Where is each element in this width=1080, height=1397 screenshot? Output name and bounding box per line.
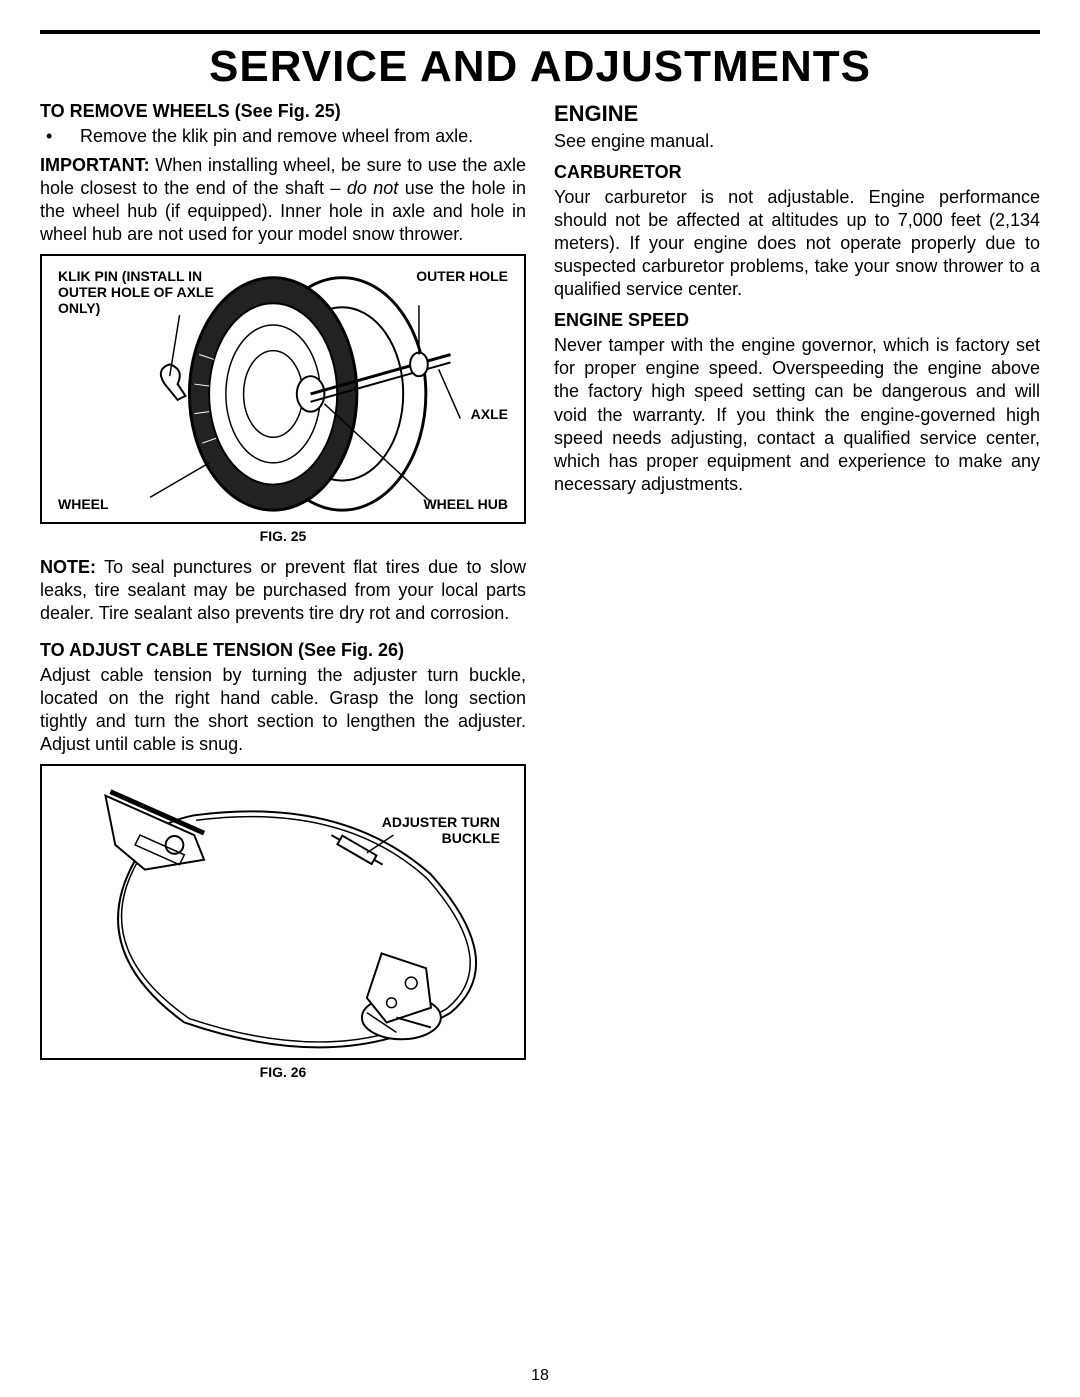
page-number: 18 bbox=[0, 1367, 1080, 1385]
right-column: ENGINE See engine manual. CARBURETOR You… bbox=[554, 100, 1040, 1092]
fig25-label-wheelhub: WHEEL HUB bbox=[423, 496, 508, 512]
fig25-label-outerhole: OUTER HOLE bbox=[416, 268, 508, 284]
carburetor-heading: CARBURETOR bbox=[554, 161, 1040, 184]
fig25-caption: FIG. 25 bbox=[40, 528, 526, 546]
figure-25: KLIK PIN (INSTALL IN OUTER HOLE OF AXLE … bbox=[40, 254, 526, 524]
note-label: NOTE: bbox=[40, 557, 96, 577]
cable-text: Adjust cable tension by turning the adju… bbox=[40, 664, 526, 756]
content-columns: TO REMOVE WHEELS (See Fig. 25) • Remove … bbox=[40, 100, 1040, 1092]
figure-26: ADJUSTER TURN BUCKLE bbox=[40, 764, 526, 1060]
bullet-text: Remove the klik pin and remove wheel fro… bbox=[80, 125, 526, 148]
engine-speed-text: Never tamper with the engine governor, w… bbox=[554, 334, 1040, 495]
fig25-label-klikpin: KLIK PIN (INSTALL IN OUTER HOLE OF AXLE … bbox=[58, 268, 228, 316]
engine-text: See engine manual. bbox=[554, 130, 1040, 153]
fig26-caption: FIG. 26 bbox=[40, 1064, 526, 1082]
important-label: IMPORTANT: bbox=[40, 155, 150, 175]
fig26-label-adjuster: ADJUSTER TURN BUCKLE bbox=[340, 814, 500, 846]
left-column: TO REMOVE WHEELS (See Fig. 25) • Remove … bbox=[40, 100, 526, 1092]
top-rule bbox=[40, 30, 1040, 34]
important-paragraph: IMPORTANT: When installing wheel, be sur… bbox=[40, 154, 526, 246]
note-text: To seal punctures or prevent flat tires … bbox=[40, 557, 526, 623]
bullet-dot: • bbox=[40, 125, 80, 148]
note-paragraph: NOTE: To seal punctures or prevent flat … bbox=[40, 556, 526, 625]
fig25-label-wheel: WHEEL bbox=[58, 496, 109, 512]
fig25-label-axle: AXLE bbox=[471, 406, 508, 422]
bullet-item: • Remove the klik pin and remove wheel f… bbox=[40, 125, 526, 148]
remove-wheels-heading: TO REMOVE WHEELS (See Fig. 25) bbox=[40, 100, 526, 123]
fig26-svg bbox=[42, 766, 524, 1058]
engine-heading: ENGINE bbox=[554, 100, 1040, 128]
engine-speed-heading: ENGINE SPEED bbox=[554, 309, 1040, 332]
cable-heading: TO ADJUST CABLE TENSION (See Fig. 26) bbox=[40, 639, 526, 662]
carburetor-text: Your carburetor is not adjustable. Engin… bbox=[554, 186, 1040, 301]
important-italic: do not bbox=[347, 178, 398, 198]
page-title: Service And Adjustments bbox=[40, 42, 1040, 92]
